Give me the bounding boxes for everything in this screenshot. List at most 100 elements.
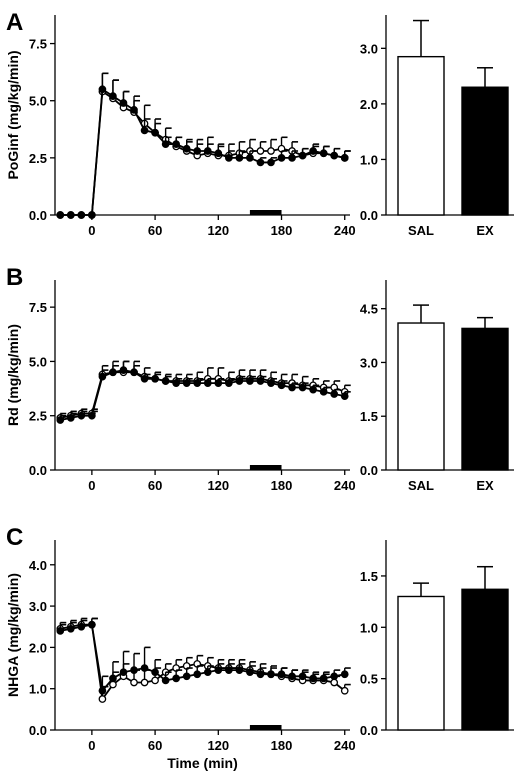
data-point <box>309 385 317 394</box>
y-tick-label: 0.0 <box>29 463 47 478</box>
data-point <box>88 411 96 420</box>
data-point <box>309 147 317 155</box>
data-point <box>77 211 86 219</box>
data-point <box>214 149 223 158</box>
data-point <box>130 106 138 114</box>
data-point <box>172 379 181 387</box>
data-point <box>340 686 349 695</box>
data-point <box>66 211 75 219</box>
data-point <box>109 92 117 100</box>
data-point <box>140 126 149 135</box>
y-tick-label: 5.0 <box>29 354 47 369</box>
data-point <box>256 158 265 167</box>
data-point <box>288 672 296 681</box>
data-point <box>298 383 307 392</box>
data-point <box>330 678 339 687</box>
data-point <box>151 374 159 383</box>
panel-c: C 0.0 1.0 2.0 3.0 4.0 0 60 120 180 240 NHGA (mg/kg/… <box>5 524 514 771</box>
bar-ex <box>461 86 509 216</box>
data-point <box>140 374 149 383</box>
x-tick-label: 240 <box>334 223 356 238</box>
data-point <box>182 144 191 153</box>
series-filled <box>56 72 351 219</box>
y-tick-label: 5.0 <box>29 94 47 109</box>
data-point <box>340 154 349 162</box>
data-point <box>224 154 233 162</box>
bar-category-label: SAL <box>408 223 434 238</box>
data-point <box>330 672 339 681</box>
data-point <box>256 147 265 155</box>
data-point <box>340 392 349 401</box>
data-point <box>151 668 159 677</box>
x-tick-label: 60 <box>148 478 162 493</box>
data-point <box>267 670 275 679</box>
bar-y-tick-label: 1.0 <box>360 152 378 167</box>
x-tick-label: 240 <box>334 478 356 493</box>
series-filled <box>56 617 351 695</box>
bar-chart-a: 0.0 1.0 2.0 3.0 SAL EX <box>360 15 514 238</box>
data-point <box>235 666 244 674</box>
x-tick-label: 120 <box>207 223 229 238</box>
bar-sal <box>397 595 445 731</box>
x-tick-label: 180 <box>271 738 293 753</box>
y-tick-label: 7.5 <box>29 37 47 52</box>
data-point <box>130 678 138 687</box>
data-point <box>88 620 96 629</box>
y-tick-label: 2.0 <box>29 640 47 655</box>
panel-b: B 0.0 2.5 5.0 7.5 0 60 120 180 240 Rd (mg/kg/min) 0… <box>5 264 514 493</box>
data-point <box>330 390 339 398</box>
y-tick-label: 0.0 <box>29 208 47 223</box>
data-point <box>277 670 286 679</box>
bar-y-tick-label: 0.0 <box>360 723 378 738</box>
bar-category-label: EX <box>476 478 494 493</box>
data-point <box>214 379 223 387</box>
data-point <box>98 372 107 381</box>
data-point <box>267 147 275 155</box>
data-point <box>56 211 65 219</box>
y-tick-label: 7.5 <box>29 300 47 315</box>
data-point <box>246 154 254 162</box>
data-point <box>267 158 275 167</box>
data-point <box>161 676 170 685</box>
data-point <box>172 140 181 148</box>
y-axis-label: NHGA (mg/kg/min) <box>5 573 21 697</box>
bar-y-tick-label: 4.5 <box>360 302 378 317</box>
data-point <box>319 674 328 683</box>
y-tick-label: 4.0 <box>29 558 47 573</box>
x-tick-label: 0 <box>88 478 95 493</box>
y-tick-label: 2.5 <box>29 151 47 166</box>
series-open <box>56 360 351 422</box>
data-point <box>56 627 65 635</box>
clamp-period-bar <box>249 210 282 215</box>
x-tick-label: 180 <box>271 478 293 493</box>
data-point <box>119 366 128 374</box>
x-tick-label: 120 <box>207 478 229 493</box>
data-point <box>288 383 296 392</box>
data-point <box>119 668 128 677</box>
data-point <box>66 624 75 633</box>
bar-y-tick-label: 1.5 <box>360 569 378 584</box>
series-line <box>60 89 345 216</box>
data-point <box>98 85 107 94</box>
bar-y-tick-label: 1.5 <box>360 409 378 424</box>
data-point <box>77 411 86 420</box>
bar-y-tick-label: 0.0 <box>360 463 378 478</box>
panel-letter: B <box>6 264 23 291</box>
bar-y-tick-label: 2.0 <box>360 97 378 112</box>
y-tick-label: 3.0 <box>29 599 47 614</box>
data-point <box>151 676 159 685</box>
data-point <box>298 672 307 681</box>
bar-y-tick-label: 3.0 <box>360 355 378 370</box>
data-point <box>193 379 202 387</box>
data-point <box>309 674 317 683</box>
data-point <box>182 672 191 681</box>
data-point <box>66 414 75 422</box>
bar-y-tick-label: 3.0 <box>360 41 378 56</box>
series-line <box>60 623 345 693</box>
data-point <box>340 670 349 679</box>
panel-letter: C <box>6 524 23 551</box>
x-tick-label: 0 <box>88 738 95 753</box>
data-point <box>224 379 233 387</box>
series-line <box>60 371 346 419</box>
